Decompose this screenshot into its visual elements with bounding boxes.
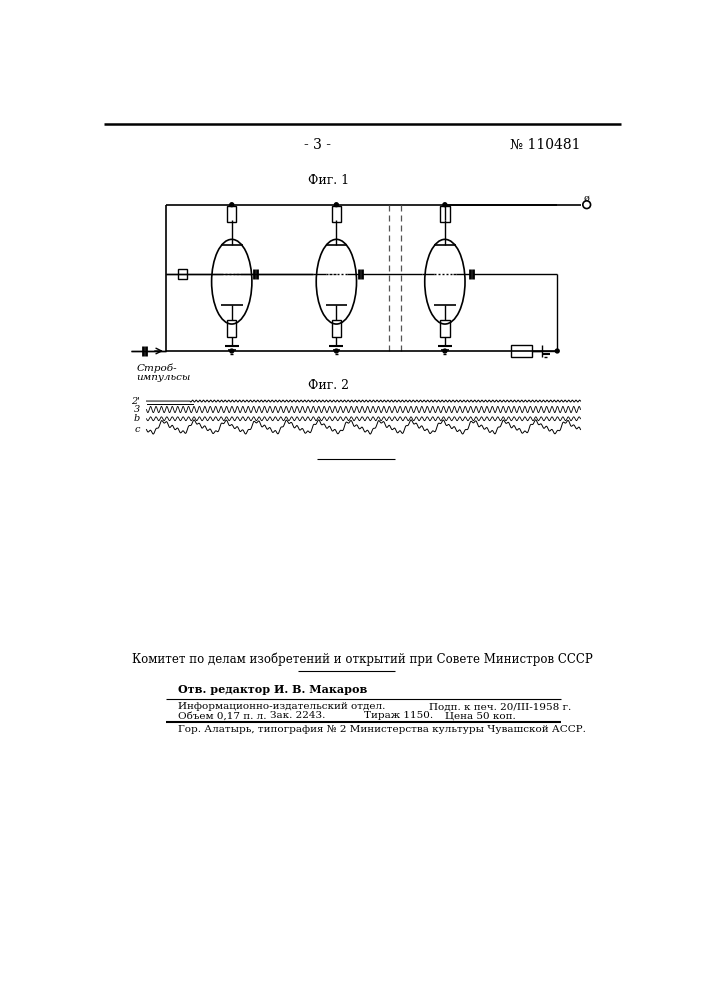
Text: c: c [135,425,140,434]
Text: Строб-: Строб- [136,363,177,373]
Text: Тираж 1150.: Тираж 1150. [363,711,433,720]
Bar [177,269,187,279]
Circle shape [230,349,234,353]
Bar [332,206,341,222]
Bar [440,320,450,337]
Bar [440,206,450,222]
Text: b: b [134,414,140,423]
Bar [227,206,236,222]
Circle shape [230,203,234,207]
Circle shape [443,349,447,353]
Circle shape [334,349,339,353]
Bar [510,345,532,357]
Circle shape [334,203,339,207]
Text: Отв. редактор И. В. Макаров: Отв. редактор И. В. Макаров [177,684,367,695]
Text: Цена 50 коп.: Цена 50 коп. [445,711,515,720]
Text: Комитет по делам изобретений и открытий при Совете Министров СССР: Комитет по делам изобретений и открытий … [132,652,592,666]
Text: импульсы: импульсы [136,373,191,382]
Text: Подп. к печ. 20/III-1958 г.: Подп. к печ. 20/III-1958 г. [429,702,572,711]
Circle shape [443,203,447,207]
Text: - 3 -: - 3 - [303,138,330,152]
Text: Зак. 2243.: Зак. 2243. [271,711,326,720]
Bar [227,320,236,337]
Text: Фиг. 1: Фиг. 1 [308,174,349,187]
Text: Фиг. 2: Фиг. 2 [308,379,349,392]
Text: ø: ø [584,194,590,203]
Text: 3: 3 [134,405,140,414]
Circle shape [555,349,559,353]
Text: Гор. Алатырь, типография № 2 Министерства культуры Чувашской АССР.: Гор. Алатырь, типография № 2 Министерств… [177,725,585,734]
Bar [332,320,341,337]
Text: Объем 0,17 п. л.: Объем 0,17 п. л. [177,711,266,720]
Text: № 110481: № 110481 [510,138,581,152]
Text: 2': 2' [132,397,140,406]
Text: Информационно-издательский отдел.: Информационно-издательский отдел. [177,702,385,711]
